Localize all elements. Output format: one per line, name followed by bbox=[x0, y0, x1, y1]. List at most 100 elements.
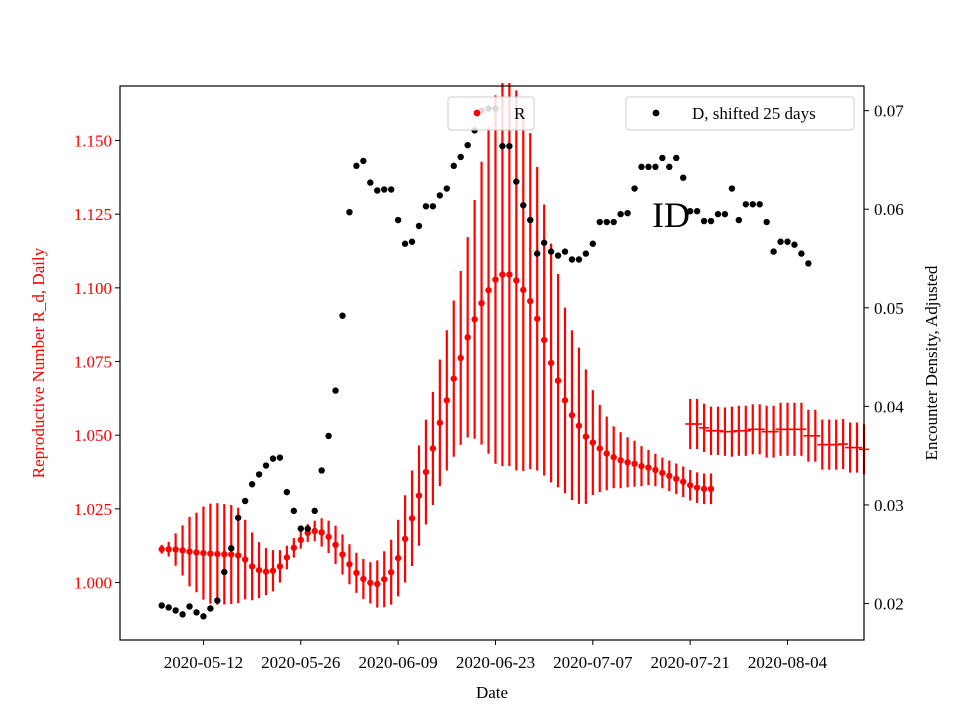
point-s0-27 bbox=[346, 561, 353, 568]
point-s0-42 bbox=[450, 375, 457, 382]
point-s2-0 bbox=[158, 602, 165, 609]
right-tick-label-4: 0.06 bbox=[874, 200, 904, 219]
point-s0-79 bbox=[707, 485, 715, 493]
point-s0-55 bbox=[540, 336, 548, 344]
point-s0-61 bbox=[582, 433, 590, 440]
point-s2-72 bbox=[659, 154, 666, 162]
point-s0-72 bbox=[659, 469, 666, 477]
point-s2-13 bbox=[248, 481, 256, 488]
point-s0-69 bbox=[638, 462, 645, 470]
point-s2-10 bbox=[228, 545, 235, 552]
left-tick-label-5: 1.125 bbox=[74, 205, 112, 224]
point-s0-32 bbox=[381, 576, 388, 583]
annotation-label: ID bbox=[652, 195, 690, 235]
left-axis-label: Reproductive Number R_d, Daily bbox=[29, 247, 48, 478]
point-s2-90 bbox=[784, 238, 791, 245]
point-s2-21 bbox=[304, 525, 311, 532]
point-s0-24 bbox=[325, 533, 332, 541]
point-s0-54 bbox=[533, 315, 541, 322]
right-axis-ticks: 0.02 0.03 0.04 0.05 0.06 0.07 bbox=[864, 102, 904, 614]
point-s2-43 bbox=[457, 153, 464, 161]
legend-d-frame bbox=[625, 96, 855, 131]
point-s2-50 bbox=[506, 142, 513, 150]
point-s0-18 bbox=[283, 554, 291, 561]
point-s2-22 bbox=[311, 507, 318, 515]
point-s0-57 bbox=[554, 377, 562, 384]
point-s2-33 bbox=[387, 186, 395, 193]
point-s0-74 bbox=[673, 475, 680, 483]
point-s2-14 bbox=[255, 471, 263, 478]
point-s2-38 bbox=[422, 203, 430, 210]
point-s0-3 bbox=[179, 547, 186, 554]
point-s2-54 bbox=[533, 250, 541, 257]
point-s2-49 bbox=[499, 142, 506, 150]
point-s2-8 bbox=[214, 597, 221, 604]
point-s0-2 bbox=[172, 546, 179, 553]
point-s2-34 bbox=[394, 216, 402, 224]
point-s2-66 bbox=[617, 210, 624, 218]
point-s0-30 bbox=[367, 579, 374, 587]
point-s2-61 bbox=[582, 250, 590, 257]
point-s2-69 bbox=[638, 163, 645, 171]
point-s2-87 bbox=[763, 218, 770, 226]
point-s2-9 bbox=[221, 568, 228, 576]
right-tick-label-0: 0.02 bbox=[874, 595, 904, 614]
point-s0-20 bbox=[297, 536, 304, 544]
point-s0-6 bbox=[200, 549, 207, 557]
point-s2-77 bbox=[693, 207, 701, 215]
point-s2-80 bbox=[714, 210, 722, 218]
point-s2-60 bbox=[575, 256, 583, 263]
point-s0-67 bbox=[624, 459, 631, 466]
point-s0-65 bbox=[610, 454, 617, 461]
point-s0-4 bbox=[186, 548, 193, 555]
point-s2-1 bbox=[165, 604, 172, 611]
point-s0-77 bbox=[693, 484, 701, 491]
right-tick-label-1: 0.03 bbox=[874, 496, 904, 515]
point-s2-74 bbox=[673, 154, 680, 162]
x-axis-label: Date bbox=[476, 683, 508, 702]
point-s2-4 bbox=[186, 603, 193, 610]
point-s2-75 bbox=[680, 174, 687, 181]
point-s2-55 bbox=[540, 239, 548, 246]
point-s2-88 bbox=[770, 248, 777, 255]
point-s2-17 bbox=[276, 454, 284, 461]
point-s2-25 bbox=[332, 387, 339, 394]
x-tick-label-0: 2020-05-12 bbox=[164, 653, 243, 672]
point-s2-92 bbox=[798, 250, 805, 257]
point-s2-78 bbox=[700, 217, 708, 225]
point-s0-44 bbox=[464, 334, 471, 341]
point-s0-41 bbox=[443, 397, 451, 404]
point-s2-28 bbox=[353, 162, 360, 170]
point-s0-47 bbox=[485, 287, 492, 294]
legend-r-label: R bbox=[514, 104, 526, 123]
point-s2-59 bbox=[568, 256, 576, 263]
point-s2-73 bbox=[666, 163, 673, 171]
point-s0-48 bbox=[492, 276, 499, 283]
point-s0-10 bbox=[228, 551, 235, 558]
left-tick-label-4: 1.100 bbox=[74, 279, 112, 298]
point-s2-62 bbox=[589, 240, 597, 247]
point-s2-83 bbox=[735, 216, 743, 224]
point-s0-51 bbox=[513, 277, 520, 284]
point-s0-36 bbox=[408, 515, 416, 522]
left-tick-label-2: 1.050 bbox=[74, 426, 112, 445]
point-s0-35 bbox=[401, 535, 409, 543]
point-s0-8 bbox=[214, 550, 221, 558]
point-s2-31 bbox=[374, 187, 381, 194]
legend-r-marker bbox=[473, 109, 481, 117]
point-s2-40 bbox=[436, 192, 444, 199]
point-s0-58 bbox=[561, 397, 569, 404]
point-s0-64 bbox=[603, 450, 610, 457]
point-s0-25 bbox=[332, 541, 339, 549]
point-s2-6 bbox=[200, 613, 207, 620]
point-s2-44 bbox=[464, 141, 471, 149]
point-s2-53 bbox=[527, 216, 534, 224]
point-s0-60 bbox=[575, 422, 583, 429]
point-s2-36 bbox=[408, 238, 416, 245]
plot-frame bbox=[119, 85, 865, 641]
point-s0-45 bbox=[471, 316, 478, 323]
point-s2-29 bbox=[360, 157, 367, 165]
point-s2-85 bbox=[749, 201, 756, 208]
point-s2-84 bbox=[742, 201, 749, 208]
